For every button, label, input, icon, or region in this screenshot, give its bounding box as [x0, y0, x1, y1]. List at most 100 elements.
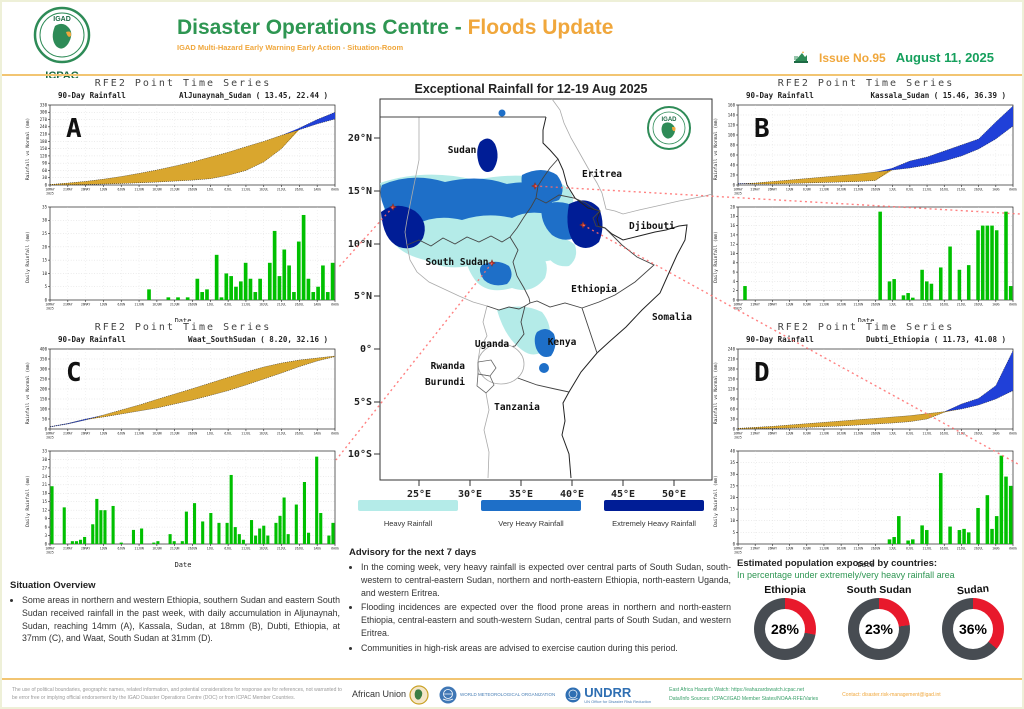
map-title: Exceptional Rainfall for 12-19 Aug 2025	[414, 82, 648, 96]
svg-text:16JUL: 16JUL	[259, 547, 268, 551]
svg-text:Rainfall vs Normal (mm): Rainfall vs Normal (mm)	[25, 118, 31, 180]
svg-text:12: 12	[42, 508, 47, 513]
svg-text:26JUN: 26JUN	[871, 432, 880, 436]
svg-text:60: 60	[730, 152, 735, 157]
wmo-logo: WORLD METEOROLOGICAL ORGANIZATION	[439, 686, 555, 704]
svg-text:11JUN: 11JUN	[134, 547, 143, 551]
donut-south-sudan: South Sudan 23%	[835, 584, 923, 660]
situation-list: Some areas in northern and western Ethio…	[10, 594, 340, 645]
svg-text:6AUG: 6AUG	[331, 303, 339, 307]
svg-text:26JUN: 26JUN	[871, 547, 880, 551]
svg-text:150: 150	[728, 376, 736, 381]
svg-text:8: 8	[733, 260, 736, 265]
svg-text:16MAY: 16MAY	[45, 303, 54, 307]
svg-text:16JUN: 16JUN	[836, 547, 845, 551]
svg-text:100: 100	[728, 132, 736, 137]
svg-text:20: 20	[730, 172, 735, 177]
advisory-heading: Advisory for the next 7 days	[349, 547, 477, 558]
svg-text:26JUN: 26JUN	[188, 547, 197, 551]
advisory-bullet: In the coming week, very heavy rainfall …	[361, 561, 731, 599]
chart-subtitle: 90-Day Rainfall Dubti_Ethiopia ( 11.73, …	[712, 335, 1020, 345]
svg-text:33: 33	[42, 448, 47, 453]
svg-text:6JUL: 6JUL	[906, 303, 914, 307]
svg-text:210: 210	[40, 131, 48, 136]
svg-text:26JUL: 26JUL	[295, 432, 304, 436]
svg-text:6AUG: 6AUG	[1009, 188, 1017, 192]
svg-text:270: 270	[40, 117, 48, 122]
donut-chart: 28%	[754, 598, 816, 660]
donut-chart: 36%	[942, 598, 1004, 660]
svg-text:11JUN: 11JUN	[819, 303, 828, 307]
svg-text:26JUN: 26JUN	[871, 303, 880, 307]
svg-text:14: 14	[730, 232, 735, 237]
igad-logo-icon: IGAD	[33, 6, 91, 64]
svg-text:50°E: 50°E	[662, 489, 686, 500]
svg-text:21JUN: 21JUN	[170, 303, 179, 307]
svg-text:21MAY: 21MAY	[751, 432, 760, 436]
population-exposure-section: Estimated population exposed by countrie…	[737, 558, 1021, 660]
chart-left-label: 90-Day Rainfall	[746, 335, 814, 344]
svg-text:60: 60	[730, 406, 735, 411]
advisory-list: In the coming week, very heavy rainfall …	[349, 561, 731, 654]
svg-text:11JUL: 11JUL	[922, 303, 931, 307]
svg-text:26JUN: 26JUN	[871, 188, 880, 192]
hazards-watch-link[interactable]: East Africa Hazards Watch: https://eahaz…	[669, 687, 805, 693]
svg-text:16JUL: 16JUL	[259, 432, 268, 436]
svg-text:21JUL: 21JUL	[957, 303, 966, 307]
svg-text:6JUN: 6JUN	[803, 303, 811, 307]
svg-text:6AUG: 6AUG	[331, 432, 339, 436]
map-igad-logo: IGAD	[647, 106, 691, 150]
chart-left-label: 90-Day Rainfall	[58, 91, 126, 100]
chart-subtitle: 90-Day Rainfall Kassala_Sudan ( 15.46, 3…	[712, 91, 1020, 101]
svg-text:35°E: 35°E	[509, 489, 533, 500]
svg-text:240: 240	[40, 124, 48, 129]
svg-text:IGAD: IGAD	[53, 16, 71, 23]
exposure-heading: Estimated population exposed by countrie…	[737, 558, 938, 569]
contact-email-link[interactable]: Contact: disaster.risk-management@igad.i…	[842, 691, 941, 698]
svg-text:15: 15	[730, 507, 735, 512]
svg-text:21MAY: 21MAY	[751, 303, 760, 307]
svg-text:6JUL: 6JUL	[224, 547, 232, 551]
svg-text:21MAY: 21MAY	[63, 303, 72, 307]
svg-text:21MAY: 21MAY	[751, 547, 760, 551]
svg-text:300: 300	[40, 110, 48, 115]
svg-text:30: 30	[42, 457, 47, 462]
svg-text:Somalia: Somalia	[652, 312, 692, 323]
issue-date: August 11, 2025	[895, 50, 994, 65]
svg-text:0: 0	[45, 182, 48, 187]
donut-ethiopia: Ethiopia 28%	[741, 584, 829, 660]
svg-text:5: 5	[733, 530, 736, 535]
svg-text:300: 300	[40, 366, 48, 371]
svg-text:3: 3	[45, 533, 48, 538]
svg-text:1JUN: 1JUN	[786, 547, 794, 551]
svg-text:Daily Rainfall (mm): Daily Rainfall (mm)	[25, 475, 31, 526]
svg-text:1JUL: 1JUL	[889, 188, 897, 192]
x-axis-label: Date	[174, 561, 192, 569]
chart-panel-D: RFE2 Point Time Series 90-Day Rainfall D…	[712, 322, 1020, 570]
svg-text:30°E: 30°E	[458, 489, 482, 500]
svg-text:26MAY: 26MAY	[81, 547, 90, 551]
svg-text:26JUN: 26JUN	[188, 303, 197, 307]
svg-text:Uganda: Uganda	[475, 339, 510, 350]
svg-text:16JUN: 16JUN	[152, 432, 161, 436]
svg-text:10°N: 10°N	[348, 239, 372, 250]
svg-text:150: 150	[40, 146, 48, 151]
cumulative-rainfall-chart-A: 0 30 60 90 120 150 180 210 240 270 300 330 16MAY2025…	[25, 102, 339, 195]
svg-text:16JUN: 16JUN	[152, 303, 161, 307]
svg-text:2025: 2025	[46, 550, 54, 554]
svg-text:16JUN: 16JUN	[836, 432, 845, 436]
svg-text:16: 16	[730, 223, 735, 228]
heavy-rainfall-swatch	[358, 500, 458, 511]
svg-text:1AUG: 1AUG	[313, 432, 321, 436]
svg-text:26MAY: 26MAY	[81, 188, 90, 192]
extremely-heavy-rainfall-swatch	[604, 500, 704, 511]
svg-text:12: 12	[730, 242, 735, 247]
svg-text:1JUN: 1JUN	[100, 303, 108, 307]
svg-text:6JUN: 6JUN	[803, 188, 811, 192]
svg-text:2025: 2025	[734, 191, 742, 195]
rainfall-map: IGAD 20°N 15°N 10°N 5°N 0° 5°S 10°S 25°E…	[348, 98, 713, 500]
svg-text:120: 120	[728, 386, 736, 391]
svg-text:27: 27	[42, 465, 47, 470]
